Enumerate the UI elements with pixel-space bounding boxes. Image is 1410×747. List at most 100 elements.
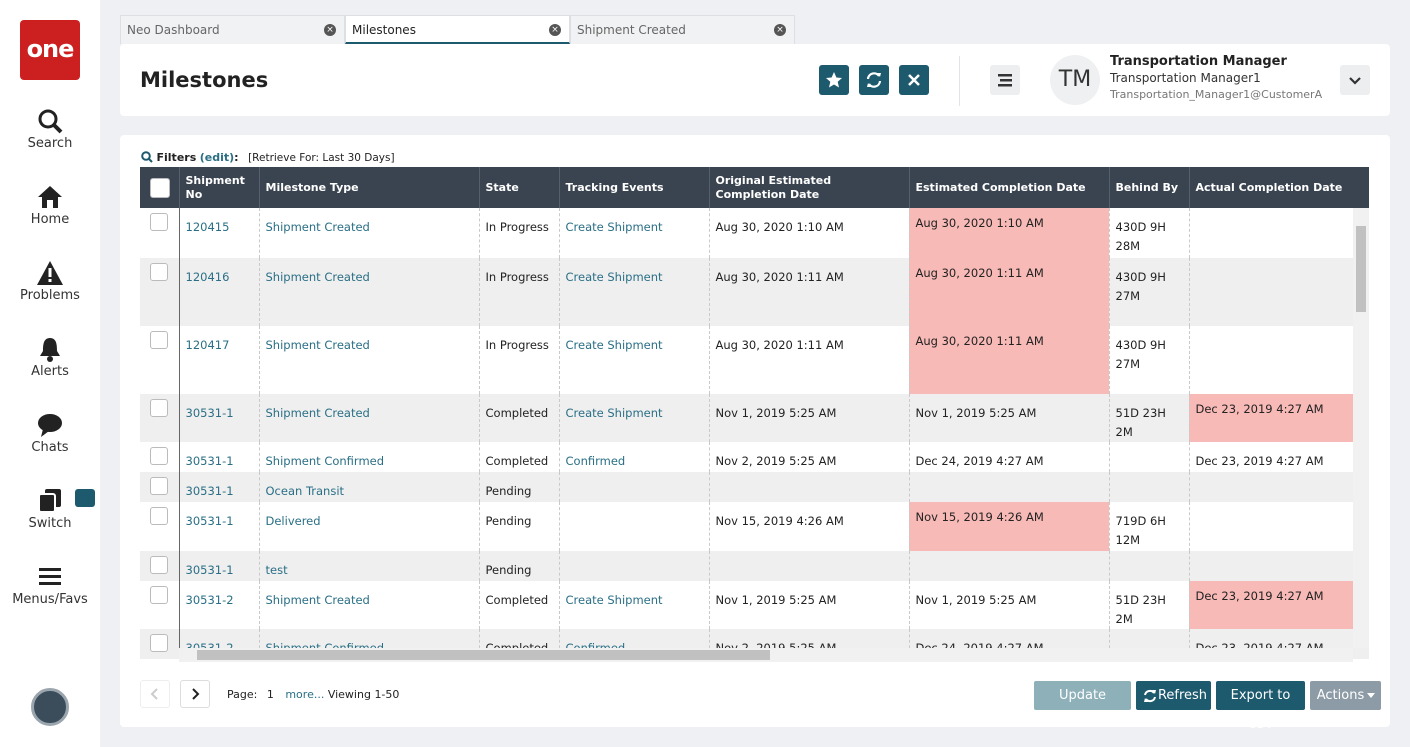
cell-text: Nov 1, 2019 5:25 AM xyxy=(715,406,837,420)
tab[interactable]: Shipment Created × xyxy=(570,15,795,44)
row-checkbox[interactable] xyxy=(150,634,168,652)
cell-link[interactable]: Shipment Confirmed xyxy=(265,454,385,468)
cell-link[interactable]: Create Shipment xyxy=(565,406,663,420)
icon xyxy=(39,568,61,585)
nav-switch[interactable]: Switch xyxy=(0,488,100,531)
cell-text: Dec 24, 2019 4:27 AM xyxy=(915,454,1044,468)
row-checkbox[interactable] xyxy=(150,477,168,495)
tab-close[interactable]: × xyxy=(549,24,561,36)
cell-link[interactable]: Delivered xyxy=(265,514,321,528)
scroll-thumb[interactable] xyxy=(1356,226,1366,312)
cell-link[interactable]: 120417 xyxy=(185,338,230,352)
row-checkbox[interactable] xyxy=(150,507,168,525)
row-checkbox[interactable] xyxy=(150,263,168,281)
icon xyxy=(826,72,842,88)
cell-link[interactable]: 30531-1 xyxy=(185,514,234,528)
cell xyxy=(559,502,710,551)
refresh-button[interactable]: Refresh xyxy=(1136,681,1211,710)
row-checkbox[interactable] xyxy=(150,213,168,231)
header-cell xyxy=(140,167,180,208)
favorite-button[interactable] xyxy=(819,65,849,95)
cell-link[interactable]: 30531-1 xyxy=(185,484,234,498)
cell-text: Nov 2, 2019 5:25 AM xyxy=(715,454,837,468)
cell-text: Completed xyxy=(485,593,549,607)
nav-problems[interactable]: Problems xyxy=(0,260,100,303)
cell: In Progress xyxy=(479,258,560,326)
cell-link[interactable]: Shipment Created xyxy=(265,406,370,420)
cell-link[interactable]: 30531-1 xyxy=(185,406,234,420)
row-checkbox[interactable] xyxy=(150,556,168,574)
nav-menus[interactable]: Menus/Favs xyxy=(0,564,100,607)
cell: Aug 30, 2020 1:11 AM xyxy=(709,258,910,326)
user-email: Transportation_Manager1@CustomerA xyxy=(1110,88,1323,101)
scroll-thumb[interactable] xyxy=(197,650,770,660)
nav-label: Alerts xyxy=(31,364,69,379)
icon xyxy=(908,74,920,86)
avatar[interactable] xyxy=(31,688,69,726)
logo[interactable]: one xyxy=(20,20,80,80)
cell: test xyxy=(259,551,480,581)
tab[interactable]: Neo Dashboard × xyxy=(120,15,345,44)
row: 120415 Shipment Created In Progress Create … xyxy=(140,208,1369,258)
row-checkbox[interactable] xyxy=(150,331,168,349)
cell: Aug 30, 2020 1:11 AM xyxy=(909,326,1110,394)
cell: 30531-1 xyxy=(179,551,260,581)
cell-link[interactable]: Shipment Created xyxy=(265,593,370,607)
cell: Aug 30, 2020 1:10 AM xyxy=(709,208,910,258)
cell-link[interactable]: 120416 xyxy=(185,270,230,284)
tab[interactable]: Milestones × xyxy=(345,15,570,44)
cell-link[interactable]: 30531-2 xyxy=(185,593,234,607)
nav-alerts[interactable]: Alerts xyxy=(0,336,100,379)
tab-close[interactable]: × xyxy=(324,24,336,36)
cell-text: In Progress xyxy=(485,270,549,284)
cell: Shipment Created xyxy=(259,326,480,394)
cell: In Progress xyxy=(479,326,560,394)
cell-link[interactable]: Shipment Created xyxy=(265,270,370,284)
cell-link[interactable]: 120415 xyxy=(185,220,230,234)
sidebar: one Search Home Problems Alerts Chats Sw… xyxy=(0,0,100,747)
close-button[interactable] xyxy=(899,65,929,95)
icon xyxy=(38,109,63,134)
select-all[interactable] xyxy=(150,177,170,198)
cell-link[interactable]: test xyxy=(265,563,288,577)
tab-close[interactable]: × xyxy=(774,24,786,36)
row-checkbox[interactable] xyxy=(150,399,168,417)
cell-link[interactable]: Create Shipment xyxy=(565,270,663,284)
actions-button[interactable]: Actions xyxy=(1310,681,1381,710)
update-button[interactable]: Update xyxy=(1034,681,1131,710)
next-page[interactable] xyxy=(180,680,210,708)
more-link[interactable]: more... xyxy=(285,688,325,701)
cell-text: Completed xyxy=(485,454,549,468)
cell-link[interactable]: Create Shipment xyxy=(565,338,663,352)
export-button[interactable]: Export to CSV xyxy=(1216,681,1305,732)
user-dropdown[interactable] xyxy=(1340,65,1370,95)
header-row: Shipment No Milestone Type State Tracking E… xyxy=(140,167,1369,208)
cell-link[interactable]: Create Shipment xyxy=(565,220,663,234)
cell-link[interactable]: 30531-1 xyxy=(185,454,234,468)
v-scrollbar xyxy=(1353,208,1369,648)
cell: Create Shipment xyxy=(559,581,710,629)
nav-search[interactable]: Search xyxy=(0,108,100,151)
cell: Dec 23, 2019 4:27 AM xyxy=(1189,394,1369,442)
refresh-button[interactable] xyxy=(859,65,889,95)
nav-home[interactable]: Home xyxy=(0,184,100,227)
row: 30531-1 test Pending xyxy=(140,551,1369,581)
row-checkbox[interactable] xyxy=(150,586,168,604)
cell-link[interactable]: Shipment Created xyxy=(265,220,370,234)
prev-page[interactable] xyxy=(140,680,170,708)
cell-link[interactable]: 30531-1 xyxy=(185,563,234,577)
cell-text: Aug 30, 2020 1:11 AM xyxy=(715,270,844,284)
column-header: State xyxy=(479,167,560,208)
nav-chats[interactable]: Chats xyxy=(0,412,100,455)
filters-edit[interactable]: (edit) xyxy=(199,151,235,164)
cell-link[interactable]: Create Shipment xyxy=(565,593,663,607)
cell-link[interactable]: Ocean Transit xyxy=(265,484,345,498)
row-checkbox[interactable] xyxy=(150,447,168,465)
cell xyxy=(909,472,1110,502)
cell: 30531-1 xyxy=(179,442,260,472)
menu-button[interactable] xyxy=(990,65,1020,95)
icon xyxy=(141,151,153,163)
cell-link[interactable]: Confirmed xyxy=(565,454,626,468)
cell: 430D 9H 27M xyxy=(1109,326,1190,394)
cell-link[interactable]: Shipment Created xyxy=(265,338,370,352)
